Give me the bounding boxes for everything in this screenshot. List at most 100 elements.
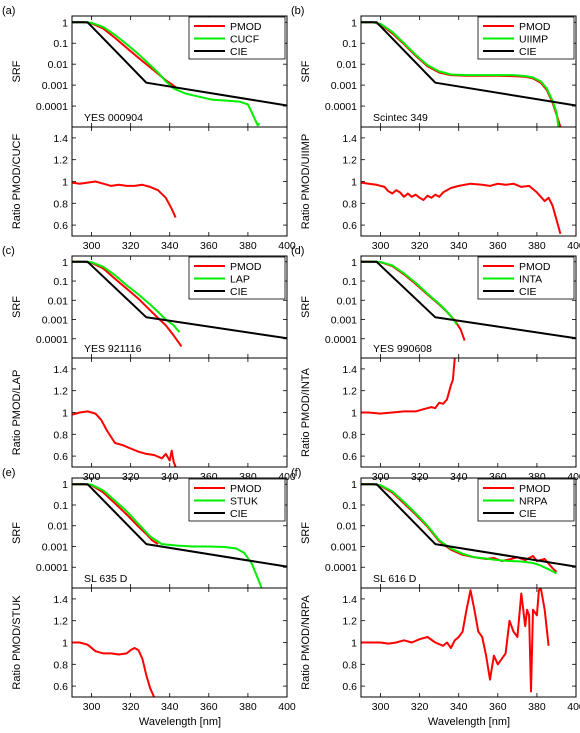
series-line-cie	[361, 260, 576, 340]
series-line-pmod	[361, 260, 466, 341]
y-tick-label: 0.1	[53, 38, 68, 50]
ratio-axes-frame	[360, 126, 577, 237]
srf-axis-label: SRF	[300, 522, 312, 544]
y-tick-label: 0.1	[342, 38, 357, 50]
series-line-pmod	[72, 483, 159, 545]
ratio-axis-label: Ratio PMOD/STUK	[11, 595, 23, 690]
y-tick-label: 0.0001	[36, 101, 68, 113]
ratio-axis-label: Ratio PMOD/LAP	[11, 370, 23, 456]
ratio-axis-label: Ratio PMOD/UIIMP	[300, 134, 312, 229]
x-tick-label: 340	[450, 240, 468, 252]
srf-axis-label: SRF	[11, 60, 23, 82]
y-tick-label: 0.1	[342, 276, 357, 288]
y-tick-label: 1.4	[53, 364, 68, 376]
x-tick-label: 360	[489, 701, 507, 713]
legend-entry-pmod: PMOD	[519, 483, 551, 495]
y-tick-label: 1	[62, 638, 68, 650]
y-tick-label: 0.001	[42, 80, 68, 92]
x-tick-label: 320	[411, 701, 429, 713]
y-tick-label: 0.001	[42, 541, 68, 553]
x-tick-label: 360	[200, 701, 218, 713]
x-tick-label: 340	[161, 701, 179, 713]
y-tick-label: 1.4	[53, 133, 68, 145]
x-tick-label: 380	[528, 701, 546, 713]
instrument-label: SL 635 D	[84, 573, 128, 585]
legend-entry-pmod: PMOD	[519, 261, 551, 273]
instrument-label: YES 000904	[84, 112, 143, 124]
x-tick-label: 320	[411, 471, 429, 483]
y-tick-label: 0.8	[53, 659, 68, 671]
y-tick-label: 0.6	[342, 451, 357, 463]
y-tick-label: 0.01	[337, 295, 358, 307]
series-line-pmod-cucf	[72, 180, 177, 218]
y-tick-label: 0.8	[342, 659, 357, 671]
x-tick-label: 300	[83, 471, 101, 483]
x-tick-label: 340	[450, 471, 468, 483]
y-tick-label: 1	[62, 408, 68, 420]
x-tick-label: 400	[567, 701, 580, 713]
y-tick-label: 1	[351, 408, 357, 420]
series-line-cie	[72, 483, 287, 568]
series-line-pmod	[72, 260, 183, 347]
y-tick-label: 0.6	[53, 681, 68, 693]
y-tick-label: 0.0001	[325, 334, 357, 346]
y-tick-label: 0.8	[53, 429, 68, 441]
y-tick-label: 1	[62, 479, 68, 491]
x-tick-label: 340	[161, 471, 179, 483]
legend-entry-pmod: PMOD	[519, 21, 551, 33]
ratio-axes-frame	[360, 357, 577, 468]
series-line-pmod-nrpa	[361, 588, 550, 693]
ratio-axes-frame	[71, 126, 288, 237]
x-tick-label: 300	[372, 701, 390, 713]
legend-entry-cie: CIE	[230, 286, 248, 298]
series-line-pmod-stuk	[72, 641, 156, 697]
y-tick-label: 0.1	[53, 276, 68, 288]
y-tick-label: 0.8	[342, 429, 357, 441]
y-tick-label: 0.001	[331, 541, 357, 553]
y-tick-label: 1.4	[53, 594, 68, 606]
legend-entry-pmod: PMOD	[230, 483, 262, 495]
x-tick-label: 380	[239, 240, 257, 252]
y-tick-label: 0.6	[342, 220, 357, 232]
ratio-axes-frame	[71, 587, 288, 698]
y-tick-label: 0.0001	[325, 101, 357, 113]
legend-entry-pmod: PMOD	[230, 261, 262, 273]
y-tick-label: 1	[62, 17, 68, 29]
y-tick-label: 1.2	[53, 155, 68, 167]
series-line-stuk	[72, 483, 263, 588]
srf-axis-label: SRF	[300, 60, 312, 82]
x-tick-label: 340	[161, 240, 179, 252]
panel-label: (f)	[291, 467, 301, 479]
legend-entry-cucf: CUCF	[230, 34, 259, 46]
srf-axis-label: SRF	[300, 296, 312, 318]
ratio-axes-frame	[71, 357, 288, 468]
legend-entry-inta: INTA	[519, 274, 542, 286]
y-tick-label: 1	[351, 17, 357, 29]
series-line-cie	[72, 260, 287, 340]
x-tick-label: 400	[278, 701, 296, 713]
panel-f: 1 0.1 0.01 0.001 0.0001 SRF 1.4 1.2 1 0.8 0.6 Ratio…	[291, 467, 580, 713]
ratio-axis-label: Ratio PMOD/NRPA	[300, 595, 312, 690]
legend-entry-nrpa: NRPA	[519, 496, 547, 508]
panel-e: 1 0.1 0.01 0.001 0.0001 SRF 1.4 1.2 1 0.8 0.6 Ratio…	[2, 467, 296, 713]
y-tick-label: 0.001	[331, 80, 357, 92]
y-tick-label: 0.001	[42, 315, 68, 327]
legend-entry-stuk: STUK	[230, 496, 258, 508]
y-tick-label: 0.8	[53, 198, 68, 210]
instrument-label: Scintec 349	[373, 112, 428, 124]
y-tick-label: 1.2	[342, 386, 357, 398]
panel-label: (b)	[291, 5, 304, 17]
x-tick-label: 380	[528, 240, 546, 252]
x-tick-label: 360	[200, 240, 218, 252]
x-axis-label-left: Wavelength [nm]	[139, 716, 221, 728]
y-tick-label: 0.01	[48, 59, 69, 71]
y-tick-label: 1.4	[342, 364, 357, 376]
ratio-axes-frame	[360, 587, 577, 698]
y-tick-label: 0.01	[48, 521, 69, 533]
y-tick-label: 0.01	[337, 521, 358, 533]
legend-entry-cie: CIE	[519, 46, 537, 58]
legend-entry-cie: CIE	[230, 46, 248, 58]
